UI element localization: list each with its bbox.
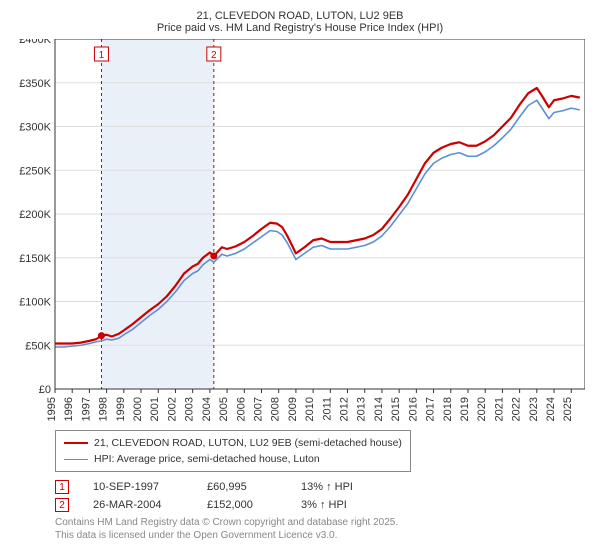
svg-text:2022: 2022 xyxy=(511,397,523,421)
svg-text:2016: 2016 xyxy=(407,397,419,421)
svg-text:1996: 1996 xyxy=(63,397,75,421)
svg-text:2013: 2013 xyxy=(356,397,368,421)
svg-text:2024: 2024 xyxy=(545,397,557,421)
sale-diff-1: 13% ↑ HPI xyxy=(301,481,353,493)
svg-text:£300K: £300K xyxy=(19,122,51,134)
svg-text:£0: £0 xyxy=(39,384,51,396)
svg-text:2023: 2023 xyxy=(528,397,540,421)
svg-text:2021: 2021 xyxy=(493,397,505,421)
sale-diff-2: 3% ↑ HPI xyxy=(301,499,347,511)
svg-text:2019: 2019 xyxy=(459,397,471,421)
svg-text:2001: 2001 xyxy=(149,397,161,421)
footer-line-1: Contains HM Land Registry data © Crown c… xyxy=(55,516,585,529)
svg-text:2006: 2006 xyxy=(235,397,247,421)
legend-swatch-2 xyxy=(64,459,88,460)
svg-text:£350K: £350K xyxy=(19,78,51,90)
sale-date-1: 10-SEP-1997 xyxy=(93,481,183,493)
footer-line-2: This data is licensed under the Open Gov… xyxy=(55,529,585,542)
svg-text:£250K: £250K xyxy=(19,165,51,177)
svg-text:2002: 2002 xyxy=(166,397,178,421)
svg-text:£50K: £50K xyxy=(25,340,51,352)
price-chart: £0 £50K £100K £150K £200K £250K £300K £350K £400… xyxy=(15,39,585,424)
svg-text:2010: 2010 xyxy=(304,397,316,421)
svg-text:1: 1 xyxy=(99,50,105,61)
svg-text:2005: 2005 xyxy=(218,397,230,421)
svg-text:£100K: £100K xyxy=(19,297,51,309)
svg-text:2025: 2025 xyxy=(562,397,574,421)
svg-text:1998: 1998 xyxy=(98,397,110,421)
title-line-2: Price paid vs. HM Land Registry's House … xyxy=(15,22,585,34)
legend-item-1: 21, CLEVEDON ROAD, LUTON, LU2 9EB (semi-… xyxy=(64,435,402,451)
legend-item-2: HPI: Average price, semi-detached house,… xyxy=(64,451,402,467)
svg-text:2015: 2015 xyxy=(390,397,402,421)
svg-text:2017: 2017 xyxy=(425,397,437,421)
chart-title: 21, CLEVEDON ROAD, LUTON, LU2 9EB Price … xyxy=(15,10,585,34)
svg-text:2011: 2011 xyxy=(321,397,333,421)
svg-text:2: 2 xyxy=(211,50,217,61)
sale-date-2: 26-MAR-2004 xyxy=(93,499,183,511)
svg-text:2000: 2000 xyxy=(132,397,144,421)
svg-text:1995: 1995 xyxy=(46,397,58,421)
svg-text:2003: 2003 xyxy=(184,397,196,421)
legend-label-1: 21, CLEVEDON ROAD, LUTON, LU2 9EB (semi-… xyxy=(94,435,402,451)
svg-text:2018: 2018 xyxy=(442,397,454,421)
svg-text:2014: 2014 xyxy=(373,397,385,421)
svg-text:1999: 1999 xyxy=(115,397,127,421)
sale-row-2: 2 26-MAR-2004 £152,000 3% ↑ HPI xyxy=(55,498,585,512)
svg-text:2004: 2004 xyxy=(201,397,213,421)
sale-price-2: £152,000 xyxy=(207,499,277,511)
legend-swatch-1 xyxy=(64,442,88,444)
title-line-1: 21, CLEVEDON ROAD, LUTON, LU2 9EB xyxy=(15,10,585,22)
sale-row-1: 1 10-SEP-1997 £60,995 13% ↑ HPI xyxy=(55,480,585,494)
footer-attribution: Contains HM Land Registry data © Crown c… xyxy=(55,516,585,542)
svg-text:1997: 1997 xyxy=(80,397,92,421)
svg-text:2009: 2009 xyxy=(287,397,299,421)
sale-marker-2-icon: 2 xyxy=(55,498,69,512)
legend-label-2: HPI: Average price, semi-detached house,… xyxy=(94,451,320,467)
svg-text:£150K: £150K xyxy=(19,253,51,265)
sale-marker-1-icon: 1 xyxy=(55,480,69,494)
sale-price-1: £60,995 xyxy=(207,481,277,493)
svg-text:£400K: £400K xyxy=(19,39,51,46)
legend: 21, CLEVEDON ROAD, LUTON, LU2 9EB (semi-… xyxy=(55,430,411,472)
svg-text:2007: 2007 xyxy=(252,397,264,421)
svg-text:2008: 2008 xyxy=(270,397,282,421)
sales-list: 1 10-SEP-1997 £60,995 13% ↑ HPI 2 26-MAR… xyxy=(55,480,585,512)
svg-text:2020: 2020 xyxy=(476,397,488,421)
svg-text:2012: 2012 xyxy=(339,397,351,421)
svg-text:£200K: £200K xyxy=(19,209,51,221)
